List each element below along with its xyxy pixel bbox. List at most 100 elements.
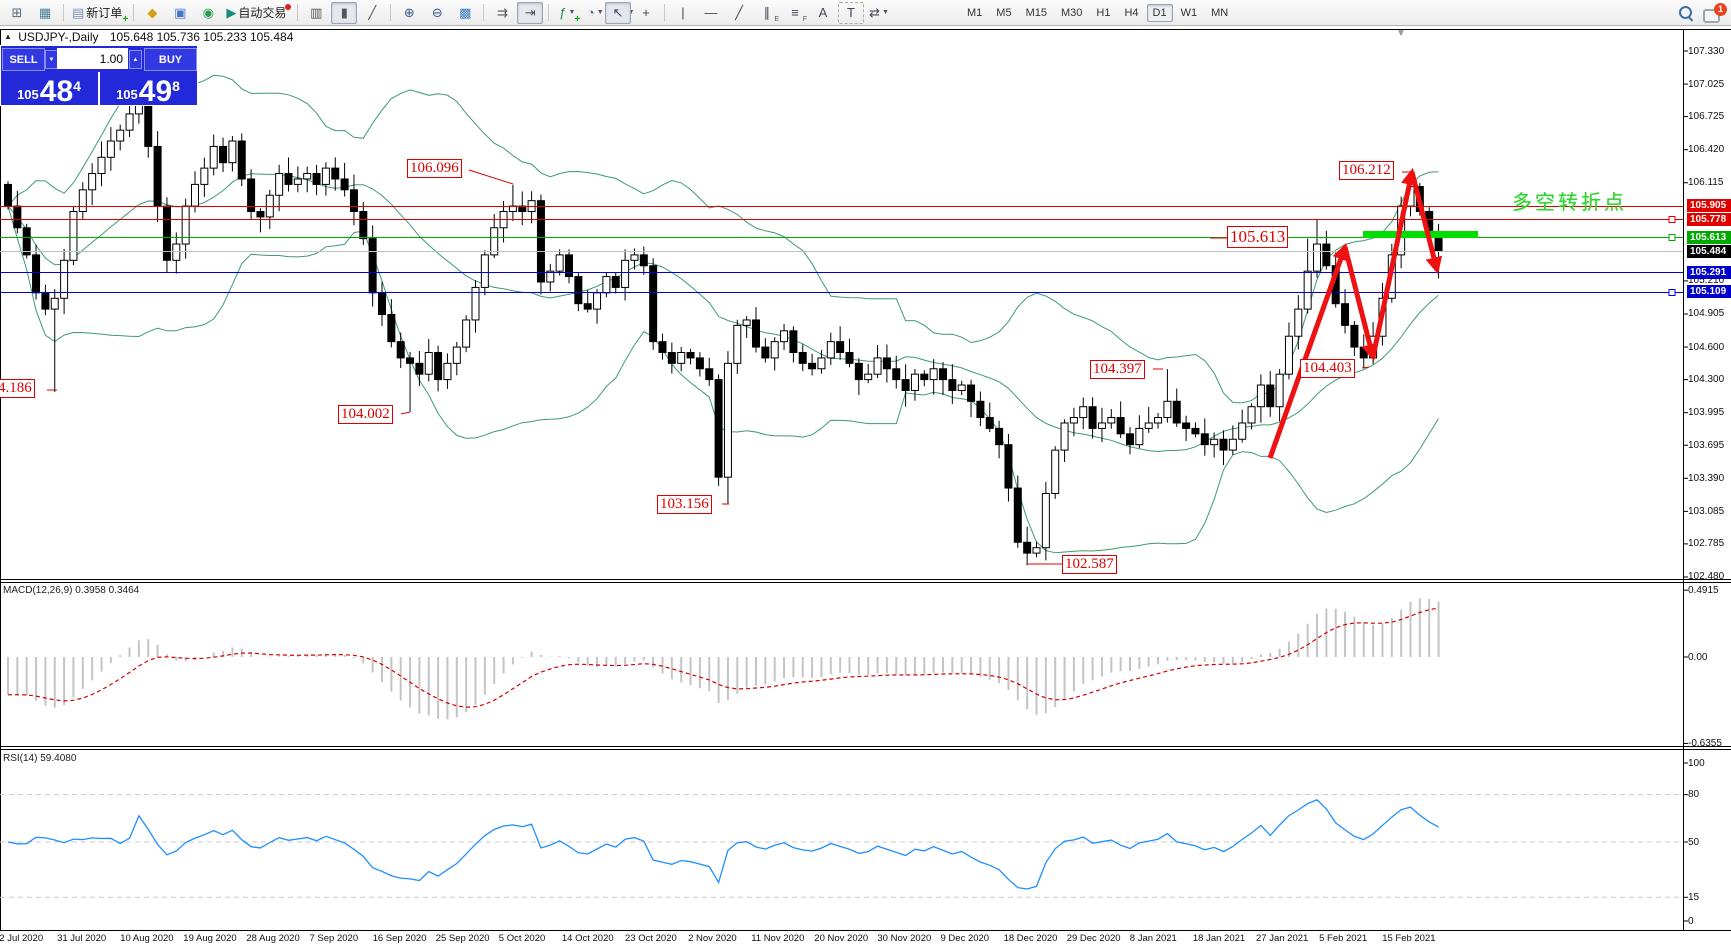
new-chart-icon[interactable]: ⊞ bbox=[11, 4, 23, 20]
price-callout-102.587[interactable]: 102.587 bbox=[1062, 555, 1117, 575]
autotrading-button-label: 自动交易 bbox=[238, 6, 287, 20]
trend-arrow-3[interactable] bbox=[1370, 167, 1418, 358]
annotation-text[interactable]: 多空转折点 bbox=[1512, 192, 1627, 214]
date-label: 29 Dec 2020 bbox=[1066, 933, 1121, 944]
trend-arrow-4[interactable] bbox=[1409, 171, 1443, 275]
bar-chart-icon[interactable]: ▥ bbox=[310, 4, 323, 20]
price-callout-106.212[interactable]: 106.212 bbox=[1339, 161, 1394, 181]
tile-windows-icon[interactable]: ▩ bbox=[459, 4, 472, 20]
crosshair-tool[interactable]: + bbox=[642, 5, 650, 20]
channel-tool[interactable]: ∥ E bbox=[763, 4, 779, 23]
macd-tick--0.6355: -0.6355 bbox=[1688, 737, 1722, 749]
vline-tool[interactable]: | bbox=[681, 5, 685, 20]
zoom-in-icon[interactable]: ⊕ bbox=[403, 4, 415, 20]
volume-increase-button[interactable]: ▲ bbox=[129, 50, 142, 69]
ohlc-values: 105.648 105.736 105.233 105.484 bbox=[109, 30, 294, 44]
line-chart-icon[interactable]: ╱ bbox=[368, 4, 377, 20]
one-click-trading-panel: SELL ▼ ▲ BUY 105 48 4 105 49 8 bbox=[0, 45, 198, 107]
chat-icon[interactable]: 1 bbox=[1703, 2, 1727, 23]
timeframe-m30[interactable]: M30 bbox=[1060, 6, 1083, 19]
timeframe-m5[interactable]: M5 bbox=[996, 6, 1012, 19]
search-icon[interactable] bbox=[1677, 4, 1695, 22]
fibonacci-tool[interactable]: ≡ F bbox=[791, 5, 807, 23]
data-window-icon[interactable]: ▣ bbox=[174, 4, 187, 20]
navigator-icon[interactable]: ◉ bbox=[202, 4, 214, 20]
price-tag-105.613: 105.613 bbox=[1687, 230, 1731, 244]
date-label: 23 Oct 2020 bbox=[625, 933, 677, 944]
symbol-period-label: USDJPY-,Daily bbox=[18, 30, 99, 44]
text-tool[interactable]: A bbox=[818, 5, 828, 20]
timeframe-mn[interactable]: MN bbox=[1211, 6, 1229, 19]
price-callout-104.403[interactable]: 104.403 bbox=[1300, 359, 1355, 379]
trendline-tool[interactable]: ╱ bbox=[735, 4, 743, 20]
hline-tool[interactable]: — bbox=[704, 5, 718, 20]
price-callout-104.186[interactable]: 104.186 bbox=[0, 379, 35, 399]
sell-button[interactable]: SELL bbox=[2, 48, 45, 71]
toolbar-timeframes-group: M1 M5 M15 M30 H1 H4 D1 W1 MN bbox=[960, 0, 1235, 25]
date-label: 5 Oct 2020 bbox=[498, 933, 546, 944]
price-tick-106.115: 106.115 bbox=[1688, 177, 1724, 189]
toolbar-separator bbox=[548, 4, 550, 21]
new-order-button-label: 新订单 bbox=[86, 6, 123, 20]
price-tick-106.420: 106.420 bbox=[1688, 144, 1725, 156]
price-callout-104.397[interactable]: 104.397 bbox=[1090, 360, 1145, 380]
price-tick-107.330: 107.330 bbox=[1688, 45, 1725, 57]
cursor-tool[interactable]: ↖ bbox=[605, 1, 631, 24]
periods-icon[interactable]: ◔ ▼ bbox=[586, 5, 604, 20]
price-tick-102.480: 102.480 bbox=[1688, 571, 1725, 583]
price-callout-104.002[interactable]: 104.002 bbox=[338, 405, 393, 425]
autotrading-button[interactable]: ▶ 自动交易 bbox=[223, 2, 292, 24]
volume-input[interactable] bbox=[57, 48, 128, 69]
macd-tick-0.00: 0.00 bbox=[1688, 651, 1708, 663]
rsi-label: RSI(14) 59.4080 bbox=[3, 753, 77, 764]
date-label: 16 Sep 2020 bbox=[372, 933, 427, 944]
toolbar-separator bbox=[664, 4, 665, 21]
price-tag-105.778: 105.778 bbox=[1687, 212, 1731, 226]
profiles-icon[interactable]: ▦ bbox=[38, 4, 52, 20]
chart-shift-icon[interactable]: ⇥ bbox=[517, 1, 544, 24]
buy-button[interactable]: BUY bbox=[144, 48, 197, 71]
market-watch-icon[interactable]: ◆ bbox=[147, 4, 158, 20]
date-label: 22 Jul 2020 bbox=[0, 933, 44, 944]
timeframe-d1[interactable]: D1 bbox=[1146, 3, 1173, 22]
trend-arrow-1[interactable] bbox=[1267, 242, 1349, 459]
thick-green-segment[interactable] bbox=[1363, 231, 1478, 238]
trend-arrow-2[interactable] bbox=[1342, 246, 1379, 362]
panel-toggle-icon[interactable]: ▲ bbox=[4, 32, 12, 41]
sell-price-display[interactable]: 105 48 4 bbox=[1, 72, 97, 107]
price-callout-106.096[interactable]: 106.096 bbox=[407, 159, 462, 179]
price-tag-105.109: 105.109 bbox=[1687, 285, 1731, 299]
date-label: 25 Sep 2020 bbox=[435, 933, 490, 944]
zoom-out-icon[interactable]: ⊖ bbox=[431, 4, 443, 20]
rsi-tick-15: 15 bbox=[1688, 891, 1700, 903]
price-callout-105.613[interactable]: 105.613 bbox=[1227, 226, 1289, 248]
label-tool[interactable]: T bbox=[838, 1, 864, 24]
date-label: 19 Aug 2020 bbox=[183, 933, 237, 944]
date-label: 2 Nov 2020 bbox=[688, 933, 737, 944]
top-toolbar: ⊞▦▤+新订单◆▣◉▶自动交易▥▮╱⊕⊖▩⇉⇥ƒ+▼◔▼▨▼ ↖+|—╱∥E≡F… bbox=[0, 0, 1731, 26]
indicators-icon[interactable]: ƒ + ▼ bbox=[559, 5, 581, 25]
timeframe-m1[interactable]: M1 bbox=[967, 6, 983, 19]
toolbar-standard-group: ⊞▦▤+新订单◆▣◉▶自动交易▥▮╱⊕⊖▩⇉⇥ƒ+▼◔▼▨▼ bbox=[3, 0, 639, 25]
chart-shift-marker-icon[interactable]: ▼ bbox=[1396, 28, 1406, 39]
auto-scroll-icon[interactable]: ⇉ bbox=[496, 4, 508, 20]
toolbar-separator bbox=[483, 4, 485, 21]
new-order-button[interactable]: ▤ + 新订单 bbox=[72, 4, 129, 25]
timeframe-h4[interactable]: H4 bbox=[1124, 6, 1139, 19]
shapes-tool[interactable]: ⇄ ▼ bbox=[869, 4, 889, 20]
toolbar-right-group: 1 bbox=[1677, 0, 1727, 25]
timeframe-w1[interactable]: W1 bbox=[1180, 6, 1198, 19]
price-tick-103.390: 103.390 bbox=[1688, 472, 1725, 484]
price-tick-103.085: 103.085 bbox=[1688, 505, 1725, 517]
timeframe-h1[interactable]: H1 bbox=[1096, 6, 1111, 19]
price-tag-105.291: 105.291 bbox=[1687, 265, 1731, 279]
candlestick-icon[interactable]: ▮ bbox=[331, 1, 358, 24]
buy-price-display[interactable]: 105 49 8 bbox=[100, 72, 196, 107]
rsi-tick-100: 100 bbox=[1688, 757, 1705, 769]
date-label: 7 Sep 2020 bbox=[309, 933, 359, 944]
price-tick-106.725: 106.725 bbox=[1688, 111, 1725, 123]
buy-price-handle: 105 bbox=[116, 87, 138, 102]
price-callout-103.156[interactable]: 103.156 bbox=[657, 495, 712, 515]
timeframe-m15[interactable]: M15 bbox=[1025, 6, 1047, 19]
